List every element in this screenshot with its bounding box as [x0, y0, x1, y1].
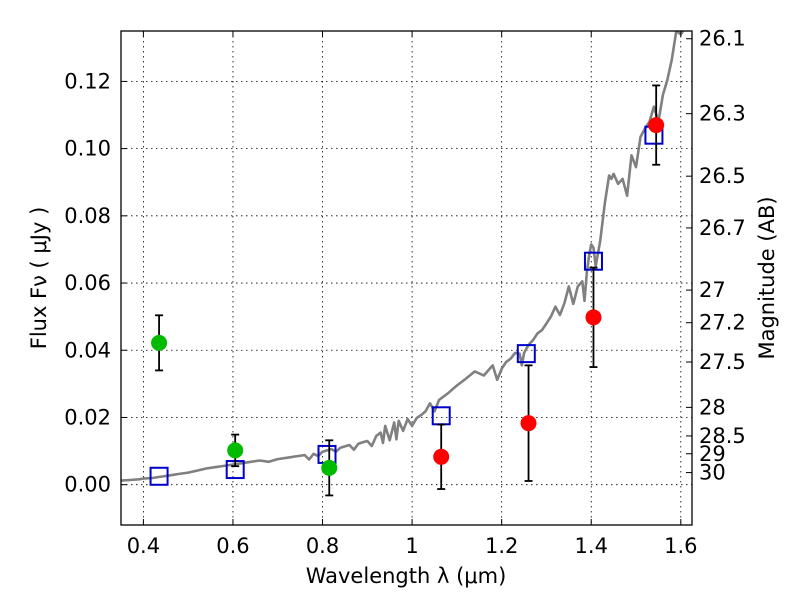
mag-tick-label: 26.5: [699, 164, 746, 188]
x-axis-label: Wavelength λ (μm): [306, 564, 507, 588]
x-tick-label: 0.4: [127, 534, 160, 558]
grid-lines: [121, 31, 692, 525]
flux-point-marker: [585, 309, 602, 326]
mag-tick-label: 28.5: [699, 424, 746, 448]
mag-tick-label: 28: [699, 395, 726, 419]
mag-tick-label: 27: [699, 278, 726, 302]
x-tick-label: 1: [405, 534, 418, 558]
y-tick-label: 0.08: [64, 204, 111, 228]
tick-labels: 0.4 0.6 0.8 1 1.2 1.4 1.6 0.00 0.02 0.04 0.06 0.08 0…: [64, 27, 746, 558]
y-axis-label: Flux Fν ( μJy ): [27, 207, 51, 350]
data-markers: [149, 84, 665, 497]
model-square-marker: [516, 344, 536, 364]
y-tick-label: 0.02: [64, 405, 111, 429]
x-tick-label: 0.6: [216, 534, 249, 558]
flux-point-marker: [648, 117, 665, 134]
y-tick-label: 0.06: [64, 271, 111, 295]
mag-tick-label: 26.1: [699, 27, 746, 51]
mag-tick-label: 27.5: [699, 350, 746, 374]
mag-tick-label: 30: [699, 461, 726, 485]
model-square-marker: [149, 466, 169, 486]
flux-point-marker: [520, 415, 537, 432]
flux-point-marker: [321, 459, 338, 476]
model-spectrum: [121, 31, 685, 482]
y-tick-label: 0.10: [64, 137, 111, 161]
mag-tick-label: 26.3: [699, 102, 746, 126]
axis-ticks: [121, 31, 692, 525]
flux-point-marker: [227, 442, 244, 459]
x-tick-label: 1.6: [664, 534, 697, 558]
x-tick-label: 1.4: [575, 534, 608, 558]
flux-point-marker: [151, 334, 168, 351]
mag-tick-label: 27.2: [699, 311, 746, 335]
x-tick-label: 1.2: [485, 534, 518, 558]
flux-point-marker: [433, 448, 450, 465]
mag-tick-label: 26.7: [699, 216, 746, 240]
spectrum-line: [121, 31, 685, 482]
plot-frame: [120, 30, 693, 526]
right-axis-label: Magnitude (AB): [755, 196, 779, 359]
mag-tick-label: 29: [699, 442, 726, 466]
y-tick-label: 0.04: [64, 338, 111, 362]
y-tick-label: 0.00: [64, 473, 111, 497]
x-tick-label: 0.8: [306, 534, 339, 558]
y-tick-label: 0.12: [64, 69, 111, 93]
